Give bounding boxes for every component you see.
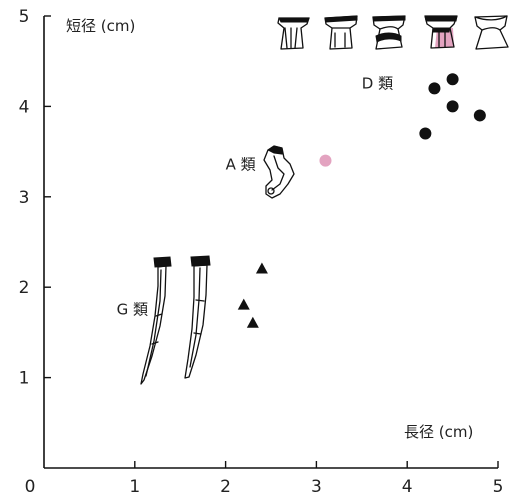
g-type-artifacts [140, 255, 211, 385]
data-point-triangle [237, 298, 250, 310]
y-tick-label: 5 [19, 7, 30, 27]
data-point-circle [428, 82, 441, 95]
data-point-circle [319, 154, 332, 167]
data-point-triangle [246, 316, 259, 328]
g-artifact-1-icon [140, 256, 172, 385]
y-axis-label: 短径 (cm) [66, 17, 135, 35]
x-tick-label: 0 [25, 477, 36, 497]
class-annotations: D 類 A 類 G 類 [117, 74, 393, 318]
data-point-circle [446, 73, 459, 86]
data-point-triangle [255, 262, 268, 274]
x-tick-label: 2 [220, 477, 231, 497]
data-point-circle [473, 109, 486, 122]
data-point-circle [419, 127, 432, 140]
class-label: A 類 [226, 156, 256, 174]
d-artifact-5-icon [474, 15, 509, 50]
x-tick-label: 3 [311, 477, 322, 497]
a-type-artifact-icon [263, 145, 295, 199]
y-axis-ticks: 1 2 3 4 5 [19, 7, 51, 389]
y-tick-label: 1 [19, 369, 30, 389]
x-tick-label: 1 [129, 477, 140, 497]
y-tick-label: 3 [19, 188, 30, 208]
data-point-circle [446, 100, 459, 113]
d-type-artifacts [277, 15, 509, 50]
data-points [237, 73, 486, 328]
x-tick-label: 5 [493, 477, 504, 497]
d-artifact-3-icon [372, 15, 406, 50]
y-tick-label: 2 [19, 278, 30, 298]
class-label: D 類 [362, 74, 393, 92]
d-artifact-1-icon [277, 17, 310, 50]
x-tick-label: 4 [402, 477, 413, 497]
x-axis-ticks: 0 1 2 3 4 5 [25, 461, 504, 497]
x-axis-label: 長径 (cm) [404, 423, 473, 441]
d-artifact-2-icon [324, 15, 358, 50]
d-artifact-4-pink-icon [424, 15, 458, 49]
axes [43, 16, 498, 469]
y-tick-label: 4 [19, 97, 30, 117]
g-artifact-2-icon [184, 255, 211, 379]
class-label: G 類 [117, 300, 148, 318]
